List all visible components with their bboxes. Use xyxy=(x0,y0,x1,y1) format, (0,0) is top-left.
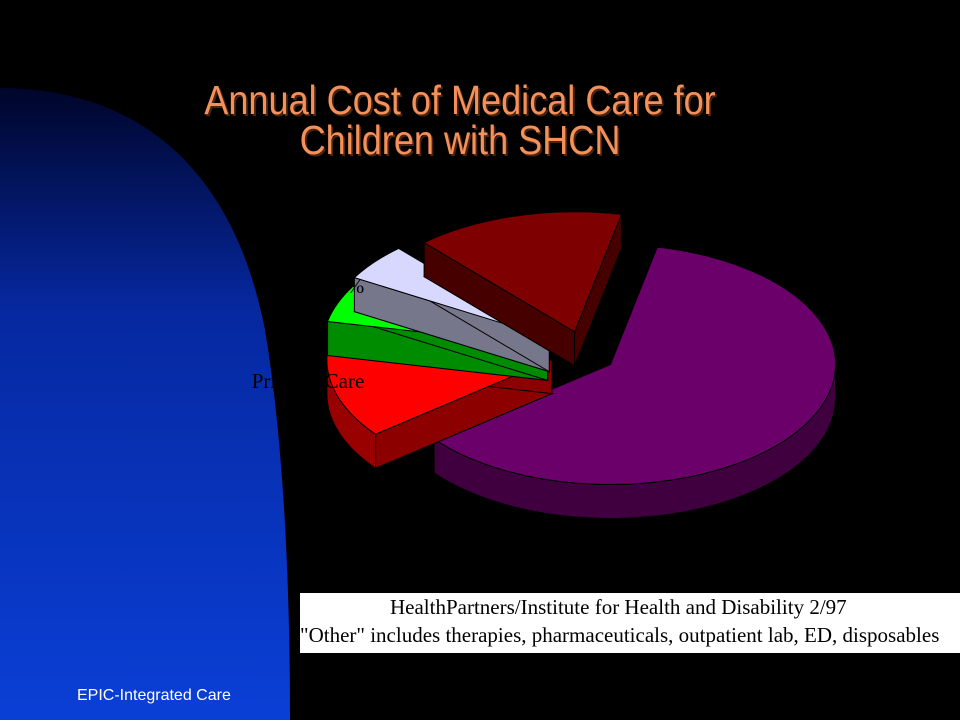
slide-title-line1: Annual Cost of Medical Care for xyxy=(204,77,716,123)
source-line-1: HealthPartners/Institute for Health and … xyxy=(390,595,847,619)
label-specialists: Specialists 14% xyxy=(380,535,530,593)
label-dme: DME 5% xyxy=(292,476,382,534)
label-hospitalization-name: Hospitalization xyxy=(823,225,953,249)
label-other-value: 15% xyxy=(325,274,365,298)
label-dme-value: 5% xyxy=(323,507,351,531)
label-primary-care: Primary Care 5% xyxy=(236,367,380,425)
label-hospitalization: Hospitalization 61% xyxy=(808,223,960,281)
label-other: Other 15% xyxy=(295,243,395,301)
slide-title-line2: Children with SHCN xyxy=(299,117,621,163)
source-note: HealthPartners/Institute for Health and … xyxy=(300,593,960,653)
leader-line-hospitalization xyxy=(799,249,806,306)
label-specialists-name: Specialists xyxy=(403,536,507,562)
pie-slice-hospitalization-top xyxy=(433,246,836,485)
label-primary-care-value: 5% xyxy=(294,398,322,422)
label-other-name: Other xyxy=(321,245,369,269)
slide-title: Annual Cost of Medical Care for Children… xyxy=(161,77,759,163)
label-hospitalization-value: 61% xyxy=(868,254,908,278)
footer-text: EPIC-Integrated Care xyxy=(77,687,231,704)
label-specialists-value: 14% xyxy=(433,565,477,591)
source-line-2: "Other" includes therapies, pharmaceutic… xyxy=(300,623,940,647)
leader-line-dme xyxy=(371,461,429,495)
label-dme-name: DME xyxy=(313,478,361,502)
label-primary-care-name: Primary Care xyxy=(251,369,365,393)
pie-slice-hospitalization xyxy=(433,246,836,519)
pie-slice-other xyxy=(423,211,623,367)
pie-slice-other-top xyxy=(423,211,623,333)
